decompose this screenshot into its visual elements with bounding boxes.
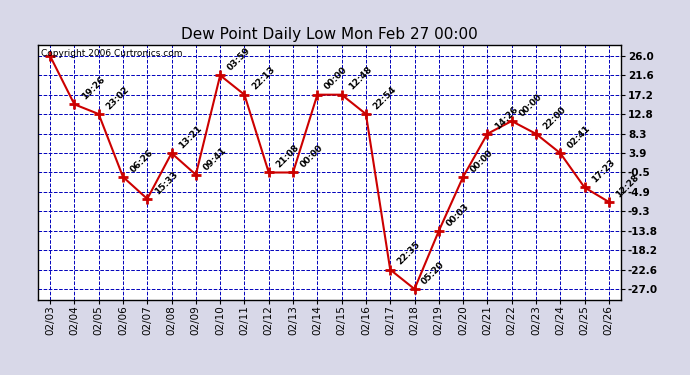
Text: 12:28: 12:28 (614, 172, 641, 199)
Text: 00:00: 00:00 (299, 144, 325, 170)
Text: 09:41: 09:41 (201, 145, 228, 172)
Text: 22:35: 22:35 (396, 240, 422, 267)
Text: 23:02: 23:02 (104, 85, 131, 111)
Text: 06:26: 06:26 (128, 148, 155, 174)
Text: 19:26: 19:26 (80, 75, 107, 102)
Text: 12:48: 12:48 (347, 65, 374, 92)
Text: 14:26: 14:26 (493, 104, 520, 131)
Text: 00:03: 00:03 (444, 202, 471, 228)
Text: 02:41: 02:41 (566, 124, 593, 150)
Text: 21:08: 21:08 (275, 143, 301, 170)
Text: 22:13: 22:13 (250, 65, 277, 92)
Text: 17:23: 17:23 (590, 158, 617, 184)
Text: 00:00: 00:00 (323, 66, 349, 92)
Text: 00:00: 00:00 (518, 92, 544, 118)
Text: 05:20: 05:20 (420, 260, 446, 286)
Text: 13:21: 13:21 (177, 124, 204, 150)
Text: 22:00: 22:00 (542, 105, 568, 131)
Title: Dew Point Daily Low Mon Feb 27 00:00: Dew Point Daily Low Mon Feb 27 00:00 (181, 27, 478, 42)
Text: 00:00: 00:00 (469, 148, 495, 174)
Text: 22:54: 22:54 (371, 84, 398, 111)
Text: 03:59: 03:59 (226, 46, 253, 72)
Text: Copyright 2006 Curtronics.com: Copyright 2006 Curtronics.com (41, 49, 182, 58)
Text: 15:33: 15:33 (152, 170, 179, 196)
